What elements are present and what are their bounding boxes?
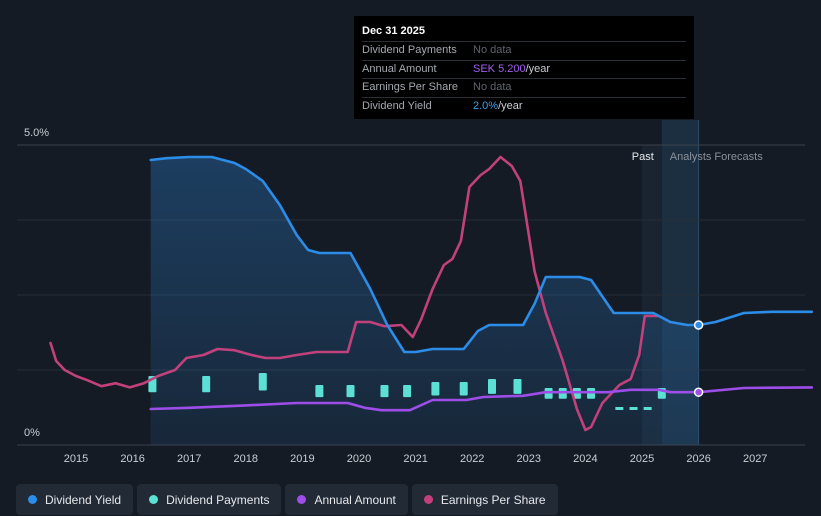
dividend-payment-bar xyxy=(431,382,440,396)
tooltip-row-dividend-yield: Dividend Yield 2.0%/year xyxy=(362,96,686,116)
dividend-payment-bar xyxy=(346,385,355,398)
legend-label: Annual Amount xyxy=(314,492,396,507)
legend-dividend-yield[interactable]: Dividend Yield xyxy=(16,484,134,515)
legend-label: Dividend Yield xyxy=(45,492,122,507)
x-tick-label: 2018 xyxy=(234,453,258,465)
dividend-payment-forecast-bar xyxy=(615,407,624,410)
legend-dot-icon xyxy=(28,495,37,504)
y-tick-label: 0% xyxy=(24,427,40,439)
legend-dot-icon xyxy=(149,495,159,504)
x-tick-label: 2016 xyxy=(120,453,144,465)
legend-label: Earnings Per Share xyxy=(440,492,546,507)
dividend-yield-line xyxy=(149,155,814,354)
dividend-payment-forecast-bar xyxy=(629,407,638,410)
dividend-payment-bar xyxy=(380,385,389,398)
tooltip-row-earnings-per-share: Earnings Per Share No data xyxy=(362,78,686,97)
tooltip-value: No data xyxy=(473,81,512,93)
dividend-payment-bar xyxy=(488,379,497,394)
lines-layer xyxy=(49,155,814,432)
dividend-payment-bar xyxy=(258,373,267,391)
legend-earnings-per-share[interactable]: Earnings Per Share xyxy=(411,484,558,515)
legend-label: Dividend Payments xyxy=(166,492,270,507)
bars-layer xyxy=(148,373,666,410)
dividend-yield-area xyxy=(150,157,699,445)
dividend-payment-bar xyxy=(315,385,324,398)
area-layer xyxy=(150,157,699,445)
tooltip-unit: /year xyxy=(525,62,551,75)
labels-layer: 5.0% 0% 2015 2016 2017 2018 2019 2020 2021 2022 20… xyxy=(24,127,767,465)
legend-dot-icon xyxy=(423,495,433,504)
annual-amount-marker xyxy=(693,387,704,397)
earnings-per-share-line xyxy=(49,155,661,432)
tooltip-unit: /year xyxy=(498,99,523,112)
x-tick-label: 2020 xyxy=(347,453,371,465)
tooltip-date: Dec 31 2025 xyxy=(362,25,425,37)
dividend-payment-bar xyxy=(459,382,468,396)
tooltip-value: No data xyxy=(473,44,512,56)
tooltip-row-dividend-payments: Dividend Payments No data xyxy=(362,41,686,60)
tooltip-label: Dividend Payments xyxy=(362,44,457,56)
tooltip-row-annual-amount: Annual Amount SEK 5.200/year xyxy=(362,59,686,79)
x-tick-label: 2015 xyxy=(64,453,88,465)
tooltip-label: Earnings Per Share xyxy=(362,81,458,93)
legend-dot-icon xyxy=(297,495,307,504)
tooltip-value: SEK 5.200 xyxy=(473,62,526,75)
legend-dividend-payments[interactable]: Dividend Payments xyxy=(137,484,282,515)
y-tick-label: 5.0% xyxy=(24,127,49,139)
past-label: Past xyxy=(632,151,654,163)
chart-tooltip: Dec 31 2025 Dividend Payments No data An… xyxy=(354,16,694,119)
x-tick-label: 2023 xyxy=(517,453,541,465)
annual-amount-line xyxy=(149,386,814,412)
dividend-yield-marker xyxy=(693,320,704,330)
dividend-payment-bar xyxy=(202,376,211,393)
chart-legend: Dividend Yield Dividend Payments Annual … xyxy=(16,484,558,515)
tooltip-value: 2.0% xyxy=(473,99,499,112)
legend-annual-amount[interactable]: Annual Amount xyxy=(285,484,408,515)
x-tick-label: 2026 xyxy=(686,453,710,465)
x-tick-label: 2025 xyxy=(630,453,654,465)
x-tick-label: 2027 xyxy=(743,453,767,465)
x-tick-label: 2024 xyxy=(573,453,597,465)
dividend-payment-bar xyxy=(513,379,522,394)
dividend-payment-forecast-bar xyxy=(643,407,652,410)
forecast-label: Analysts Forecasts xyxy=(670,151,763,163)
dividend-payment-bar xyxy=(403,385,412,398)
x-tick-label: 2021 xyxy=(403,453,427,465)
tooltip-label: Annual Amount xyxy=(362,62,437,75)
tooltip-label: Dividend Yield xyxy=(362,99,432,112)
x-tick-label: 2019 xyxy=(290,453,314,465)
x-tick-label: 2022 xyxy=(460,453,484,465)
x-tick-label: 2017 xyxy=(177,453,201,465)
